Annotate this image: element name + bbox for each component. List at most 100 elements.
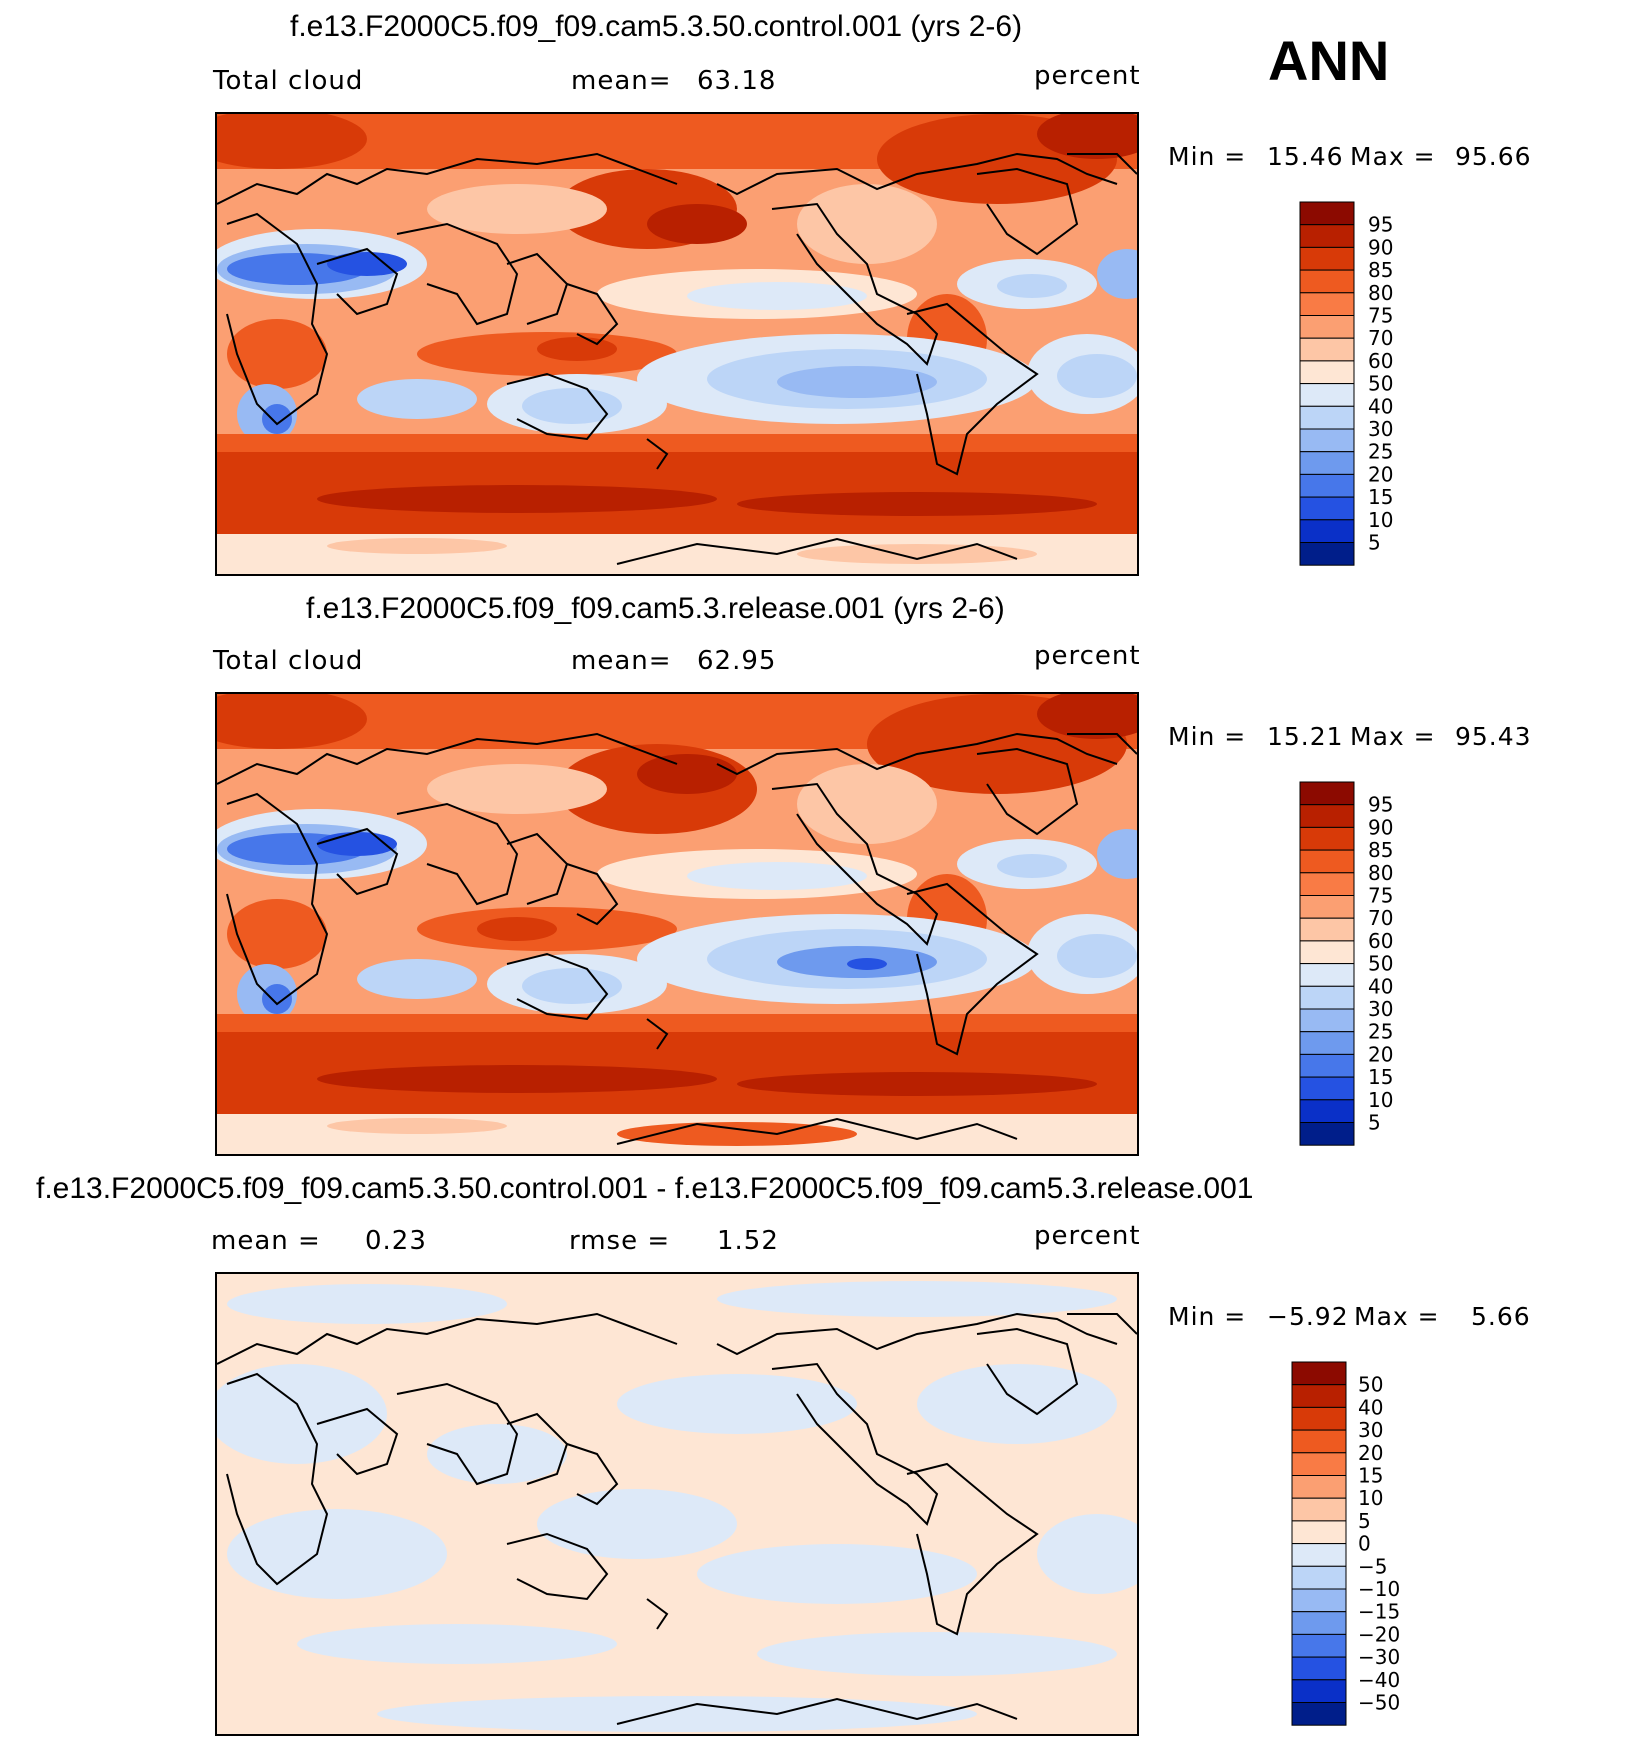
colorbar-label: 50 xyxy=(1368,372,1393,396)
colorbar-segment xyxy=(1291,1588,1347,1613)
colorbar-segment xyxy=(1299,895,1355,919)
colorbar-label: 90 xyxy=(1368,235,1393,259)
colorbar-segment xyxy=(1291,1497,1347,1522)
colorbar-label: 50 xyxy=(1358,1373,1383,1397)
panel2-mean-label: mean= xyxy=(571,646,672,676)
colorbar-label: 25 xyxy=(1368,1020,1393,1044)
colorbar-label: 85 xyxy=(1368,258,1393,282)
colorbar-label: −30 xyxy=(1358,1645,1400,1669)
colorbar-label: 95 xyxy=(1368,793,1393,817)
colorbar-label: −50 xyxy=(1358,1691,1400,1715)
colorbar-label: 10 xyxy=(1368,508,1393,532)
colorbar-label: 60 xyxy=(1368,349,1393,373)
colorbar-segment xyxy=(1299,246,1355,271)
colorbar-label: 30 xyxy=(1368,417,1393,441)
colorbar-label: −40 xyxy=(1358,1668,1400,1692)
colorbar-segment xyxy=(1299,542,1355,566)
colorbar-segment xyxy=(1299,292,1355,317)
colorbar-label: 95 xyxy=(1368,213,1393,237)
colorbar-label: 25 xyxy=(1368,440,1393,464)
colorbar-segment xyxy=(1291,1475,1347,1499)
colorbar-segment xyxy=(1291,1611,1347,1635)
panel1-title: f.e13.F2000C5.f09_f09.cam5.3.50.control.… xyxy=(290,10,1023,43)
panel3-max-value: 5.66 xyxy=(1471,1302,1531,1331)
panel1-max-value: 95.66 xyxy=(1455,142,1532,171)
season-label: ANN xyxy=(1268,29,1390,92)
colorbar-segment xyxy=(1299,917,1355,942)
panel1-min-label: Min = xyxy=(1168,142,1247,171)
colorbar-segment xyxy=(1291,1702,1347,1726)
colorbar-segment xyxy=(1299,1076,1355,1101)
colorbar-label: 70 xyxy=(1368,326,1393,350)
colorbar-segment xyxy=(1299,519,1355,543)
panel1-colorbar: 95 90 85 80 75 70 60 50 40 30 25 20 15 10 5 xyxy=(1299,201,1440,568)
colorbar-label: 80 xyxy=(1368,861,1393,885)
panel3-units: percent xyxy=(1034,1221,1141,1251)
colorbar-label: 20 xyxy=(1368,1042,1393,1066)
colorbar-label: 60 xyxy=(1368,929,1393,953)
colorbar-label: −10 xyxy=(1358,1577,1400,1601)
colorbar-label: 5 xyxy=(1368,1111,1381,1135)
panel3-colorbar: 50 40 30 20 15 10 5 0 −5 −10 −15 −20 −30 −40 −50 xyxy=(1291,1361,1442,1728)
colorbar-segment xyxy=(1299,1008,1355,1033)
panel1-map xyxy=(215,112,1139,576)
colorbar-segment xyxy=(1291,1565,1347,1590)
colorbar-label: 70 xyxy=(1368,906,1393,930)
colorbar-segment xyxy=(1299,1053,1355,1078)
panel3-mean-label: mean = xyxy=(211,1226,321,1256)
colorbar-segment xyxy=(1291,1543,1347,1567)
colorbar-segment xyxy=(1291,1429,1347,1454)
colorbar-segment xyxy=(1299,201,1355,226)
panel3-min-value: −5.92 xyxy=(1267,1302,1349,1331)
colorbar-label: 80 xyxy=(1368,281,1393,305)
colorbar-segment xyxy=(1291,1406,1347,1431)
colorbar-segment xyxy=(1299,804,1355,828)
colorbar-segment xyxy=(1299,781,1355,806)
colorbar-segment xyxy=(1291,1452,1347,1477)
colorbar-label: 15 xyxy=(1368,1065,1393,1089)
panel3-mean-value: 0.23 xyxy=(365,1226,427,1256)
colorbar-label: −5 xyxy=(1358,1554,1387,1578)
panel2-min-value: 15.21 xyxy=(1267,722,1344,751)
panel2-title: f.e13.F2000C5.f09_f09.cam5.3.release.001… xyxy=(306,592,1005,625)
colorbar-label: 50 xyxy=(1368,952,1393,976)
panel2-units: percent xyxy=(1034,641,1141,671)
panel2-mean-value: 62.95 xyxy=(697,646,777,676)
colorbar-segment xyxy=(1299,224,1355,248)
colorbar-label: 0 xyxy=(1358,1532,1371,1556)
colorbar-label: 85 xyxy=(1368,838,1393,862)
colorbar-segment xyxy=(1299,315,1355,339)
panel3-min-label: Min = xyxy=(1168,1302,1247,1331)
colorbar-segment xyxy=(1299,405,1355,430)
colorbar-label: 5 xyxy=(1368,531,1381,555)
panel2-max-label: Max = xyxy=(1350,722,1436,751)
panel1-units: percent xyxy=(1034,61,1141,91)
colorbar-segment xyxy=(1299,826,1355,851)
panel3-max-label: Max = xyxy=(1354,1302,1440,1331)
colorbar-segment xyxy=(1299,872,1355,897)
colorbar-label: 20 xyxy=(1358,1441,1383,1465)
colorbar-segment xyxy=(1299,1031,1355,1055)
colorbar-label: 40 xyxy=(1358,1395,1383,1419)
colorbar-label: 5 xyxy=(1358,1509,1371,1533)
colorbar-segment xyxy=(1291,1361,1347,1386)
panel3-rmse-label: rmse = xyxy=(569,1226,671,1256)
colorbar-segment xyxy=(1299,985,1355,1010)
panel1-mean-value: 63.18 xyxy=(697,66,777,96)
colorbar-segment xyxy=(1299,963,1355,987)
colorbar-segment xyxy=(1299,849,1355,874)
panel1-mean-label: mean= xyxy=(571,66,672,96)
colorbar-label: 20 xyxy=(1368,462,1393,486)
colorbar-segment xyxy=(1299,940,1355,965)
colorbar-label: 75 xyxy=(1368,304,1393,328)
colorbar-label: 40 xyxy=(1368,394,1393,418)
colorbar-label: 75 xyxy=(1368,884,1393,908)
panel2-variable-label: Total cloud xyxy=(213,646,364,676)
panel1-min-value: 15.46 xyxy=(1267,142,1344,171)
colorbar-label: −20 xyxy=(1358,1622,1400,1646)
colorbar-segment xyxy=(1299,496,1355,521)
colorbar-segment xyxy=(1299,473,1355,498)
colorbar-segment xyxy=(1299,269,1355,294)
colorbar-segment xyxy=(1291,1679,1347,1703)
panel2-map xyxy=(215,692,1139,1156)
